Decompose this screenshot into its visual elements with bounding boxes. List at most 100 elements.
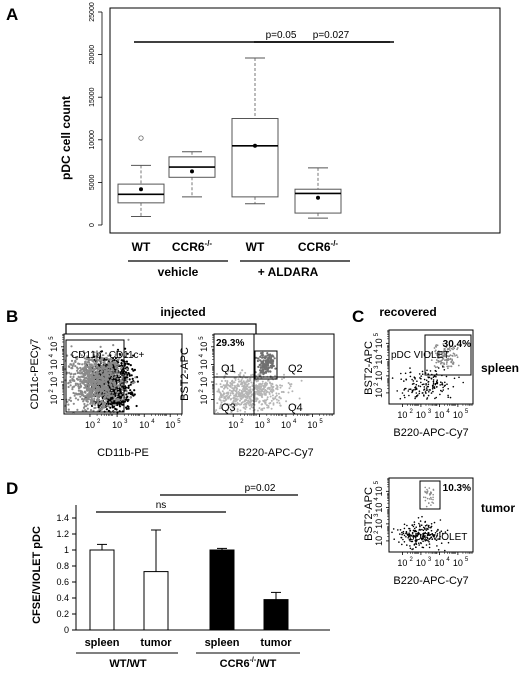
flow-event [91,372,94,375]
flow-event [269,390,272,392]
panel-d-group-ccr6: CCR6-/-/WT [220,657,277,670]
flow-event [411,383,414,385]
flow-event [100,374,103,377]
flow-event [445,346,448,348]
bar [143,571,169,631]
flow-event [423,389,425,391]
panel-d: D CFSE/VIOLET pDC 0 0.2 0.4 0.6 0.8 1 1.2 1.4 n… [6,479,330,670]
flow-event [221,385,224,388]
flow-event [246,380,249,383]
flow-event [427,531,430,534]
flow-event [227,370,230,373]
flow-event [424,491,427,494]
flow-event [76,369,79,372]
flow-event [285,400,288,403]
flow-event [103,397,106,400]
flow-event [107,354,110,357]
flow-event [269,395,272,398]
flow-event [76,366,79,369]
flow-event [269,353,272,356]
flow-event [453,377,456,380]
flow-event [431,388,434,390]
flow-event [271,360,274,363]
flow-event [224,396,227,399]
flow-event [90,377,94,380]
flow-event [86,355,89,358]
flow-event [92,409,95,412]
flow-event [96,368,99,371]
flow-event [100,365,103,368]
flow-event [443,363,446,366]
flow-event [95,399,98,402]
flow-event [409,545,411,547]
flow-event [94,389,97,392]
flow-event [258,407,261,410]
flow-event [419,377,421,379]
flow-event [268,386,271,389]
flow-event [265,404,268,407]
flow-event [446,351,449,354]
flow-event [70,363,73,366]
log-x-tick-exponent: 5 [465,409,469,415]
flow-event [93,351,96,354]
flow-event [418,522,420,525]
panel-a-group-aldara: + ALDARA [258,265,319,279]
flow-event [401,531,403,534]
flow-event [126,399,129,403]
flow-event [105,408,108,411]
flow-event [263,407,266,410]
panel-c-tumor-pct: 10.3% [443,483,471,494]
flow-event [258,401,261,404]
flow-event [436,530,438,532]
flow-event [413,523,416,526]
flow-event [404,372,407,375]
flow-event [104,395,107,399]
flow-event [257,387,260,390]
log-x-tick-exponent: 2 [97,419,101,425]
flow-event [430,525,433,528]
flow-event [433,386,436,388]
panel-a-cat-3: WT [246,240,265,254]
log-y-tick-label: 10 [374,371,384,381]
flow-event [428,541,430,543]
flow-event [244,395,246,398]
log-y-tick-label: 10 [374,519,384,529]
panel-d-cat-3: spleen [205,637,240,649]
flow-event [431,538,434,540]
flow-event [231,387,234,390]
flow-event [267,405,270,407]
flow-event [116,380,120,383]
flow-event [262,390,265,393]
flow-event [225,392,228,395]
flow-event [421,383,424,386]
flow-event [104,401,107,404]
flow-event [100,408,103,411]
flow-event [263,393,266,396]
flow-event [236,384,239,387]
flow-event [107,371,110,375]
flow-event [263,387,266,389]
flow-event [430,392,433,394]
flow-event [249,379,252,382]
flow-event [97,387,100,390]
flow-event [118,356,121,359]
flow-event [424,486,427,489]
flow-event [70,359,74,362]
flow-event [268,393,271,395]
panel-d-group-ccr6-tail: /WT [256,658,276,670]
flow-event [435,375,437,378]
flow-event [422,526,425,529]
flow-event [81,372,84,375]
flow-event [96,394,99,397]
flow-event [113,359,116,362]
flow-event [432,498,434,501]
flow-event [240,379,243,382]
flow-event [260,361,263,364]
flow-event [76,356,79,359]
flow-event [132,354,135,357]
flow-event [105,367,108,370]
flow-event [263,392,266,395]
flow-event [115,408,118,411]
flow-event [249,397,252,400]
flow-event [101,382,104,385]
